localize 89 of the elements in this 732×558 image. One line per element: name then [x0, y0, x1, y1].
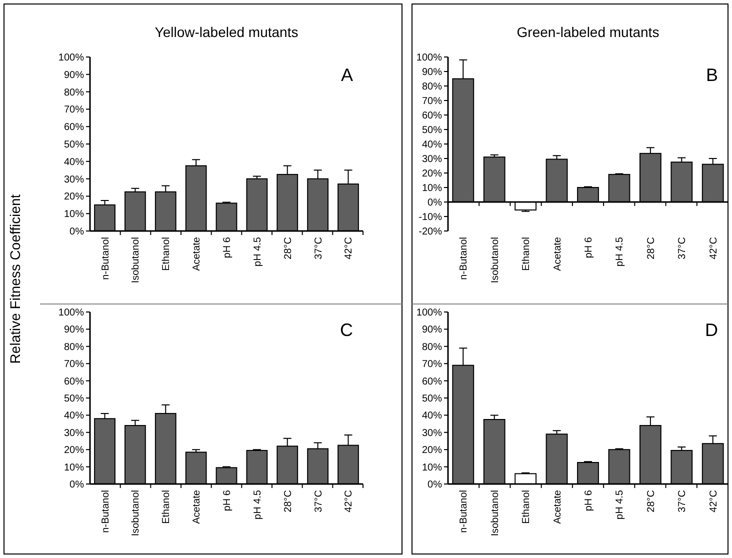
- y-tick-label: 0%: [428, 198, 442, 208]
- x-tick-label: 37°C: [677, 490, 688, 512]
- x-tick-label: n-Butanol: [458, 237, 470, 280]
- y-tick-label: 40%: [422, 410, 442, 422]
- x-tick-label: Isobutanol: [490, 490, 501, 536]
- chart-title: Green-labeled mutants: [516, 24, 660, 40]
- x-tick-label: pH 4.5: [614, 236, 626, 266]
- annotation: B: [706, 65, 718, 85]
- y-tick-label: 40%: [422, 140, 442, 150]
- x-tick-label: 28°C: [646, 237, 657, 260]
- x-tick-label: Ethanol: [161, 237, 172, 271]
- y-tick-label: 90%: [422, 324, 442, 336]
- x-tick-label: n-Butanol: [100, 490, 112, 533]
- chart-title: Yellow-labeled mutants: [154, 24, 298, 40]
- x-tick-label: Acetate: [552, 490, 564, 524]
- y-tick-label: 70%: [64, 359, 84, 370]
- annotation: A: [340, 65, 353, 85]
- y-tick-label: 20%: [422, 168, 442, 180]
- y-tick-label: 60%: [422, 376, 442, 388]
- y-tick-label: 80%: [64, 87, 84, 98]
- x-tick-label: Ethanol: [521, 237, 532, 271]
- y-tick-label: 60%: [64, 122, 84, 134]
- y-tick-label: 30%: [422, 428, 442, 439]
- x-tick-label: n-Butanol: [100, 237, 112, 280]
- y-tick-label: -20%: [418, 226, 442, 238]
- y-tick-label: 0%: [428, 480, 442, 490]
- y-tick-label: 100%: [58, 52, 84, 64]
- x-tick-label: 42°C: [708, 237, 720, 260]
- y-tick-label: 90%: [64, 70, 84, 81]
- x-tick-label: 37°C: [677, 237, 688, 260]
- y-tick-label: 50%: [64, 140, 84, 150]
- annotation: C: [340, 320, 353, 340]
- x-tick-label: pH 6: [222, 490, 233, 512]
- y-tick-label: 10%: [64, 462, 84, 474]
- x-tick-label: n-Butanol: [458, 490, 470, 533]
- y-tick-label: 70%: [422, 359, 442, 370]
- y-tick-label: 90%: [422, 67, 442, 78]
- y-tick-label: 100%: [416, 52, 442, 64]
- x-tick-label: Isobutanol: [130, 237, 142, 284]
- y-tick-label: 10%: [64, 209, 84, 220]
- x-tick-label: Isobutanol: [490, 237, 501, 284]
- y-tick-label: 40%: [64, 410, 84, 422]
- x-tick-label: Isobutanol: [130, 490, 142, 536]
- x-tick-label: 42°C: [344, 490, 355, 512]
- x-tick-label: 37°C: [313, 490, 324, 512]
- y-tick-label: 100%: [416, 308, 442, 318]
- y-tick-label: 70%: [422, 96, 442, 107]
- x-tick-label: pH 4.5: [252, 236, 264, 266]
- y-axis-title: Relative Fitness Coefficient: [7, 194, 23, 364]
- y-tick-label: 10%: [422, 183, 442, 194]
- x-tick-label: Acetate: [192, 490, 203, 524]
- x-tick-label: 28°C: [646, 490, 657, 512]
- x-tick-label: Ethanol: [521, 490, 532, 524]
- y-tick-label: 50%: [422, 125, 442, 136]
- x-tick-label: pH 4.5: [252, 490, 264, 520]
- x-tick-label: pH 6: [222, 236, 233, 258]
- y-tick-label: 0%: [70, 226, 84, 238]
- y-tick-label: 100%: [58, 308, 84, 318]
- y-tick-label: -10%: [418, 212, 442, 223]
- y-tick-label: 20%: [64, 192, 84, 203]
- x-tick-label: Ethanol: [161, 490, 172, 524]
- y-tick-label: 80%: [422, 82, 442, 92]
- y-tick-label: 40%: [64, 156, 84, 168]
- y-tick-label: 10%: [422, 462, 442, 474]
- y-tick-label: 30%: [64, 174, 84, 186]
- x-tick-label: Acetate: [552, 236, 564, 271]
- x-tick-label: Acetate: [192, 236, 203, 271]
- y-tick-label: 90%: [64, 324, 84, 336]
- y-tick-label: 0%: [70, 480, 84, 490]
- y-tick-label: 80%: [64, 342, 84, 353]
- x-tick-label: 42°C: [344, 237, 355, 260]
- y-tick-label: 50%: [422, 394, 442, 404]
- x-tick-label: 42°C: [708, 490, 720, 512]
- x-tick-label: 28°C: [282, 237, 294, 260]
- y-tick-label: 30%: [422, 154, 442, 165]
- y-tick-label: 70%: [64, 104, 84, 116]
- y-tick-label: 30%: [64, 428, 84, 439]
- y-tick-label: 60%: [64, 376, 84, 388]
- y-tick-label: 60%: [422, 110, 442, 122]
- x-tick-label: pH 6: [584, 236, 594, 258]
- x-tick-label: pH 6: [584, 490, 594, 512]
- annotation: D: [705, 320, 718, 340]
- y-tick-label: 80%: [422, 342, 442, 353]
- x-tick-label: 37°C: [313, 237, 324, 260]
- y-tick-label: 20%: [64, 445, 84, 456]
- x-tick-label: 28°C: [282, 490, 294, 512]
- x-tick-label: pH 4.5: [614, 490, 626, 520]
- y-tick-label: 20%: [422, 445, 442, 456]
- y-tick-label: 50%: [64, 394, 84, 404]
